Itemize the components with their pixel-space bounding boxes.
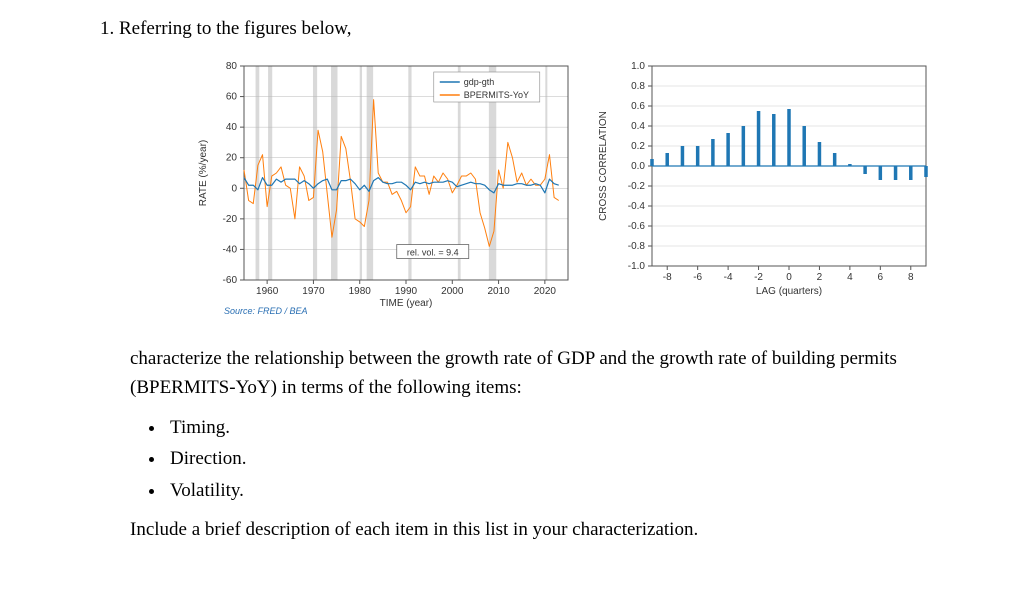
svg-text:2020: 2020 (534, 286, 557, 297)
svg-text:0.8: 0.8 (631, 81, 645, 92)
svg-text:-0.8: -0.8 (628, 241, 646, 252)
svg-text:60: 60 (226, 92, 238, 103)
svg-text:-6: -6 (693, 272, 702, 283)
svg-text:rel. vol. = 9.4: rel. vol. = 9.4 (407, 248, 459, 258)
svg-text:BPERMITS-YoY: BPERMITS-YoY (464, 90, 529, 100)
svg-text:-8: -8 (663, 272, 672, 283)
bullet-item: Volatility. (166, 476, 954, 505)
svg-text:0: 0 (786, 272, 792, 283)
svg-text:80: 80 (226, 61, 238, 72)
bullet-item: Direction. (166, 444, 954, 473)
svg-text:20: 20 (226, 153, 238, 164)
right-chart: -1.0 -0.8 -0.6 -0.4 -0.2 0.0 0.2 0.4 0.6 0.8 1.0 -8… (590, 56, 934, 316)
left-chart: -60 -40 -20 0 20 40 60 80 1960 1970 1980 1990 2000 20… (190, 56, 576, 316)
svg-text:-20: -20 (223, 214, 238, 225)
svg-text:4: 4 (847, 272, 853, 283)
bullet-item: Timing. (166, 413, 954, 442)
body-text: characterize the relationship between th… (130, 344, 954, 545)
svg-text:LAG (quarters): LAG (quarters) (756, 286, 822, 297)
para1: characterize the relationship between th… (130, 344, 954, 403)
svg-text:0.4: 0.4 (631, 121, 645, 132)
svg-text:Source: FRED / BEA: Source: FRED / BEA (224, 306, 308, 316)
question-line: 1. Referring to the figures below, (100, 18, 954, 40)
svg-text:-2: -2 (754, 272, 763, 283)
svg-text:0.0: 0.0 (631, 161, 645, 172)
svg-text:0: 0 (231, 183, 237, 194)
svg-text:-1.0: -1.0 (628, 261, 646, 272)
svg-text:40: 40 (226, 122, 238, 133)
svg-text:-0.6: -0.6 (628, 221, 646, 232)
svg-text:0.6: 0.6 (631, 101, 645, 112)
svg-text:-0.4: -0.4 (628, 201, 646, 212)
svg-text:2000: 2000 (441, 286, 464, 297)
svg-text:1980: 1980 (349, 286, 372, 297)
svg-text:gdp-gth: gdp-gth (464, 77, 495, 87)
svg-text:1960: 1960 (256, 286, 279, 297)
svg-text:RATE (%/year): RATE (%/year) (198, 140, 209, 207)
svg-text:8: 8 (908, 272, 914, 283)
svg-text:2: 2 (817, 272, 823, 283)
para2: Include a brief description of each item… (130, 515, 954, 544)
bullet-list: Timing.Direction. Volatility. (166, 413, 954, 505)
svg-text:6: 6 (878, 272, 884, 283)
svg-text:1.0: 1.0 (631, 61, 645, 72)
svg-text:0.2: 0.2 (631, 141, 645, 152)
figure-row: -60-40-200204060801960197019801990200020… (190, 56, 954, 316)
svg-text:TIME (year): TIME (year) (380, 298, 433, 309)
svg-text:1970: 1970 (302, 286, 325, 297)
svg-text:2010: 2010 (487, 286, 510, 297)
svg-text:-0.2: -0.2 (628, 181, 646, 192)
svg-text:1990: 1990 (395, 286, 418, 297)
svg-text:CROSS CORRELATION: CROSS CORRELATION (598, 111, 609, 221)
svg-text:-4: -4 (724, 272, 733, 283)
svg-text:-60: -60 (223, 275, 238, 286)
svg-text:-40: -40 (223, 244, 238, 255)
